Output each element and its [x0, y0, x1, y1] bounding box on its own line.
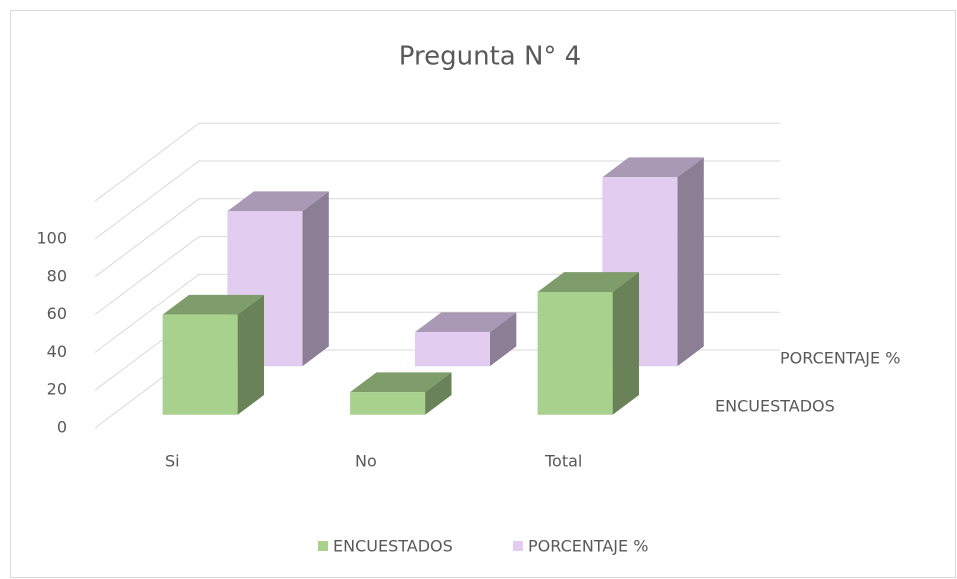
grid-line — [94, 160, 780, 240]
x-tick-label: Total — [544, 452, 582, 471]
bar-side — [612, 272, 639, 415]
bar — [350, 372, 452, 415]
grid-line — [94, 198, 780, 278]
y-tick-label: 20 — [47, 380, 67, 399]
x-tick-label: No — [355, 452, 377, 471]
bar-side — [677, 157, 704, 367]
y-tick-label: 80 — [47, 266, 67, 285]
bar-top — [414, 312, 517, 333]
legend-swatch — [513, 541, 523, 551]
grid-line — [94, 236, 780, 316]
bar — [162, 294, 264, 415]
legend-label: PORCENTAJE % — [528, 537, 648, 556]
bar-front — [537, 291, 613, 415]
bar-top — [602, 157, 704, 178]
y-tick-label: 60 — [47, 304, 67, 323]
chart-title: Pregunta N° 4 — [399, 42, 581, 72]
bar — [414, 312, 517, 367]
bar-front — [350, 392, 426, 415]
bar-top — [227, 191, 329, 212]
y-tick-label: 100 — [36, 229, 67, 248]
y-tick-label: 40 — [47, 342, 67, 361]
bar-top — [350, 372, 452, 393]
bar-top — [162, 294, 264, 315]
bar-side — [237, 294, 264, 415]
bar — [537, 272, 639, 415]
bar-side — [489, 312, 517, 367]
bar-side — [302, 191, 329, 367]
grid-line — [94, 122, 780, 202]
bar-top — [537, 272, 639, 292]
legend-swatch — [318, 541, 328, 551]
y-tick-label: 0 — [57, 418, 67, 437]
bar-front — [162, 314, 238, 415]
depth-label: ENCUESTADOS — [715, 397, 835, 416]
bar-side — [425, 372, 452, 415]
legend-label: ENCUESTADOS — [333, 537, 453, 556]
depth-label: PORCENTAJE % — [780, 349, 900, 368]
x-tick-label: Si — [165, 452, 180, 471]
bar-front — [414, 332, 490, 367]
chart-border — [10, 10, 956, 578]
